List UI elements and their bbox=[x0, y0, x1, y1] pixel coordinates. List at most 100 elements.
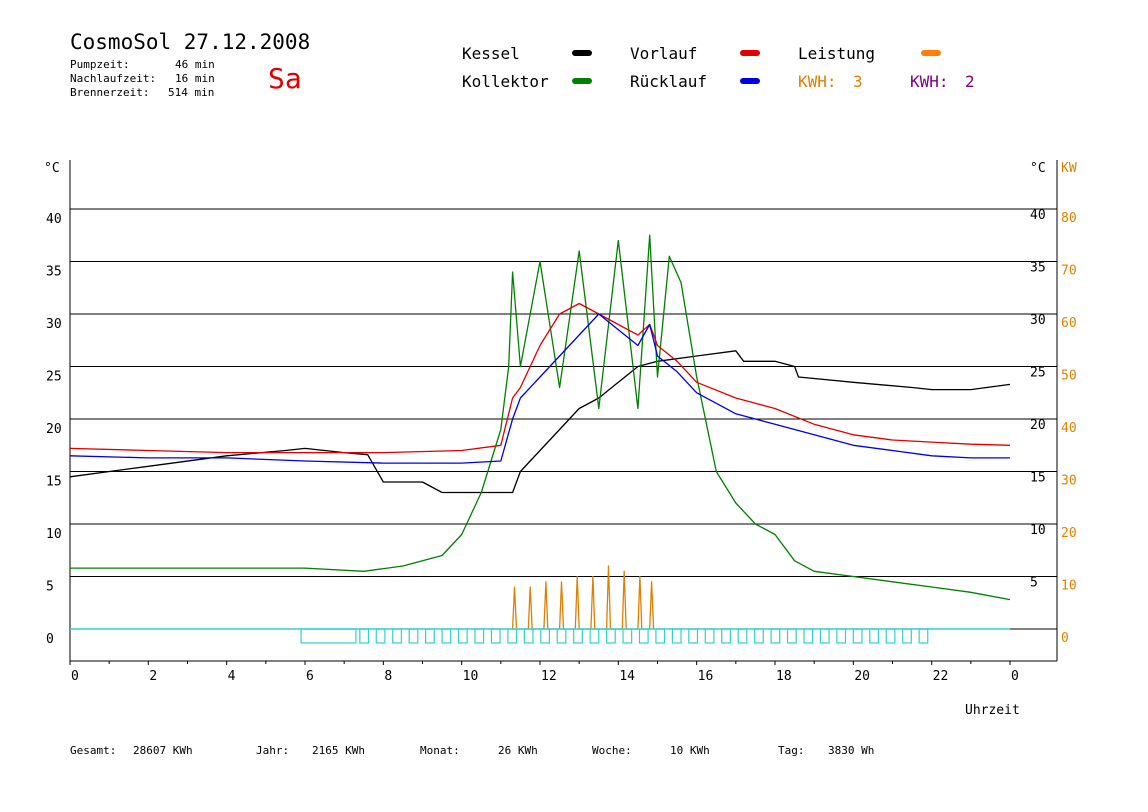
x-tick-label: 6 bbox=[306, 669, 314, 684]
legend-leistung-swatch bbox=[921, 50, 941, 56]
legend-kessel-swatch bbox=[572, 50, 592, 56]
status-block bbox=[655, 628, 666, 644]
footer-monat-label: Monat: bbox=[420, 744, 460, 757]
footer-tag-label: Tag: bbox=[778, 744, 805, 757]
status-block bbox=[754, 628, 764, 644]
stat-brennerzeit-label: Brennerzeit: bbox=[70, 86, 150, 99]
status-block bbox=[556, 628, 567, 644]
y2-tick-label: 10 bbox=[1061, 579, 1077, 594]
status-block bbox=[819, 628, 830, 644]
chart-title: CosmoSol 27.12.2008 bbox=[70, 30, 311, 54]
status-block bbox=[671, 628, 682, 644]
footer-gesamt-value: 28607 KWh bbox=[133, 744, 193, 757]
x-tick-label: 18 bbox=[776, 669, 792, 684]
y2-tick-label: 80 bbox=[1061, 211, 1077, 226]
status-block bbox=[869, 628, 879, 644]
y2-tick-label: 50 bbox=[1061, 369, 1077, 384]
y-tick-label-right: 20 bbox=[1030, 418, 1046, 433]
status-block bbox=[721, 628, 731, 644]
status-block bbox=[408, 628, 419, 644]
y-axis-unit-left: °C bbox=[44, 161, 60, 176]
stat-pumpzeit-label: Pumpzeit: bbox=[70, 58, 130, 71]
y-tick-label-left: 40 bbox=[46, 212, 62, 227]
status-block bbox=[441, 628, 452, 644]
x-tick-label: 2 bbox=[149, 669, 157, 684]
stat-nachlaufzeit-value: 16 min bbox=[175, 72, 215, 85]
y-tick-label-right: 10 bbox=[1030, 523, 1046, 538]
x-tick-label: 12 bbox=[541, 669, 557, 684]
legend-ruecklauf-swatch bbox=[740, 78, 760, 84]
status-block bbox=[300, 628, 357, 644]
y2-tick-label: 20 bbox=[1061, 526, 1077, 541]
y-tick-label-right: 35 bbox=[1030, 261, 1046, 276]
status-block bbox=[589, 628, 600, 644]
series-line-kollektor bbox=[70, 234, 1011, 601]
status-block bbox=[375, 628, 386, 644]
status-block bbox=[605, 628, 616, 644]
x-tick-label: 14 bbox=[619, 669, 635, 684]
footer-jahr-label: Jahr: bbox=[256, 744, 290, 757]
y-tick-label-left: 25 bbox=[46, 370, 62, 385]
y-tick-label-left: 0 bbox=[46, 632, 54, 647]
footer-jahr-value: 2165 KWh bbox=[312, 744, 365, 757]
status-block bbox=[490, 628, 501, 644]
series-line-vorlauf bbox=[69, 302, 1011, 454]
x-tick-label: 8 bbox=[384, 669, 392, 684]
y-tick-label-right: 30 bbox=[1030, 313, 1046, 328]
legend-kwh2-value: 2 bbox=[965, 72, 975, 91]
y-tick-label-right: 5 bbox=[1030, 576, 1038, 591]
y-axis-unit-right: °C bbox=[1030, 161, 1046, 176]
footer-woche-label: Woche: bbox=[592, 744, 632, 757]
y-tick-label-left: 5 bbox=[46, 580, 54, 595]
legend-vorlauf-label: Vorlauf bbox=[630, 44, 698, 63]
status-block bbox=[770, 628, 781, 644]
status-block bbox=[688, 628, 699, 644]
status-block bbox=[457, 628, 468, 644]
footer-woche-value: 10 KWh bbox=[670, 744, 710, 757]
status-block bbox=[737, 628, 748, 644]
status-block bbox=[523, 628, 534, 644]
y2-tick-label: 40 bbox=[1061, 421, 1077, 436]
status-block bbox=[425, 628, 435, 644]
x-tick-label: 10 bbox=[463, 669, 479, 684]
y-tick-label-right: 25 bbox=[1030, 366, 1046, 381]
stat-brennerzeit-value: 514 min bbox=[168, 86, 215, 99]
y2-tick-label: 30 bbox=[1061, 474, 1077, 489]
legend-kollektor-swatch bbox=[572, 78, 592, 84]
y-tick-label-left: 30 bbox=[46, 317, 62, 332]
status-block bbox=[852, 628, 863, 644]
status-block bbox=[540, 628, 550, 644]
y-tick-label-left: 10 bbox=[46, 527, 62, 542]
stat-pumpzeit-value: 46 min bbox=[175, 58, 215, 71]
legend-kwh1-value: 3 bbox=[853, 72, 863, 91]
legend-kwh2-label: KWH: bbox=[910, 72, 949, 91]
status-block bbox=[803, 628, 814, 644]
status-block bbox=[392, 628, 402, 644]
y-tick-label-left: 15 bbox=[46, 475, 62, 490]
status-block bbox=[359, 628, 370, 644]
status-block bbox=[474, 628, 485, 644]
weekday-label: Sa bbox=[268, 62, 302, 95]
status-block bbox=[622, 628, 633, 644]
status-block bbox=[704, 628, 715, 644]
status-block bbox=[573, 628, 583, 644]
y2-axis-unit-right: KW bbox=[1061, 161, 1077, 176]
x-tick-label: 0 bbox=[1011, 669, 1019, 684]
legend-kessel-label: Kessel bbox=[462, 44, 520, 63]
y-tick-label-left: 35 bbox=[46, 265, 62, 280]
x-tick-label: 4 bbox=[228, 669, 236, 684]
status-block bbox=[918, 628, 929, 644]
status-block bbox=[786, 628, 797, 644]
legend-kollektor-label: Kollektor bbox=[462, 72, 549, 91]
stat-nachlaufzeit-label: Nachlaufzeit: bbox=[70, 72, 157, 85]
footer-monat-value: 26 KWh bbox=[498, 744, 538, 757]
legend-vorlauf-swatch bbox=[740, 50, 760, 56]
x-tick-label: 20 bbox=[854, 669, 870, 684]
x-tick-label: 22 bbox=[933, 669, 949, 684]
footer-tag-value: 3830 Wh bbox=[828, 744, 875, 757]
status-block bbox=[836, 628, 847, 644]
y-tick-label-left: 20 bbox=[46, 422, 62, 437]
x-tick-label: 0 bbox=[71, 669, 79, 684]
series-line-leistung bbox=[511, 565, 655, 630]
